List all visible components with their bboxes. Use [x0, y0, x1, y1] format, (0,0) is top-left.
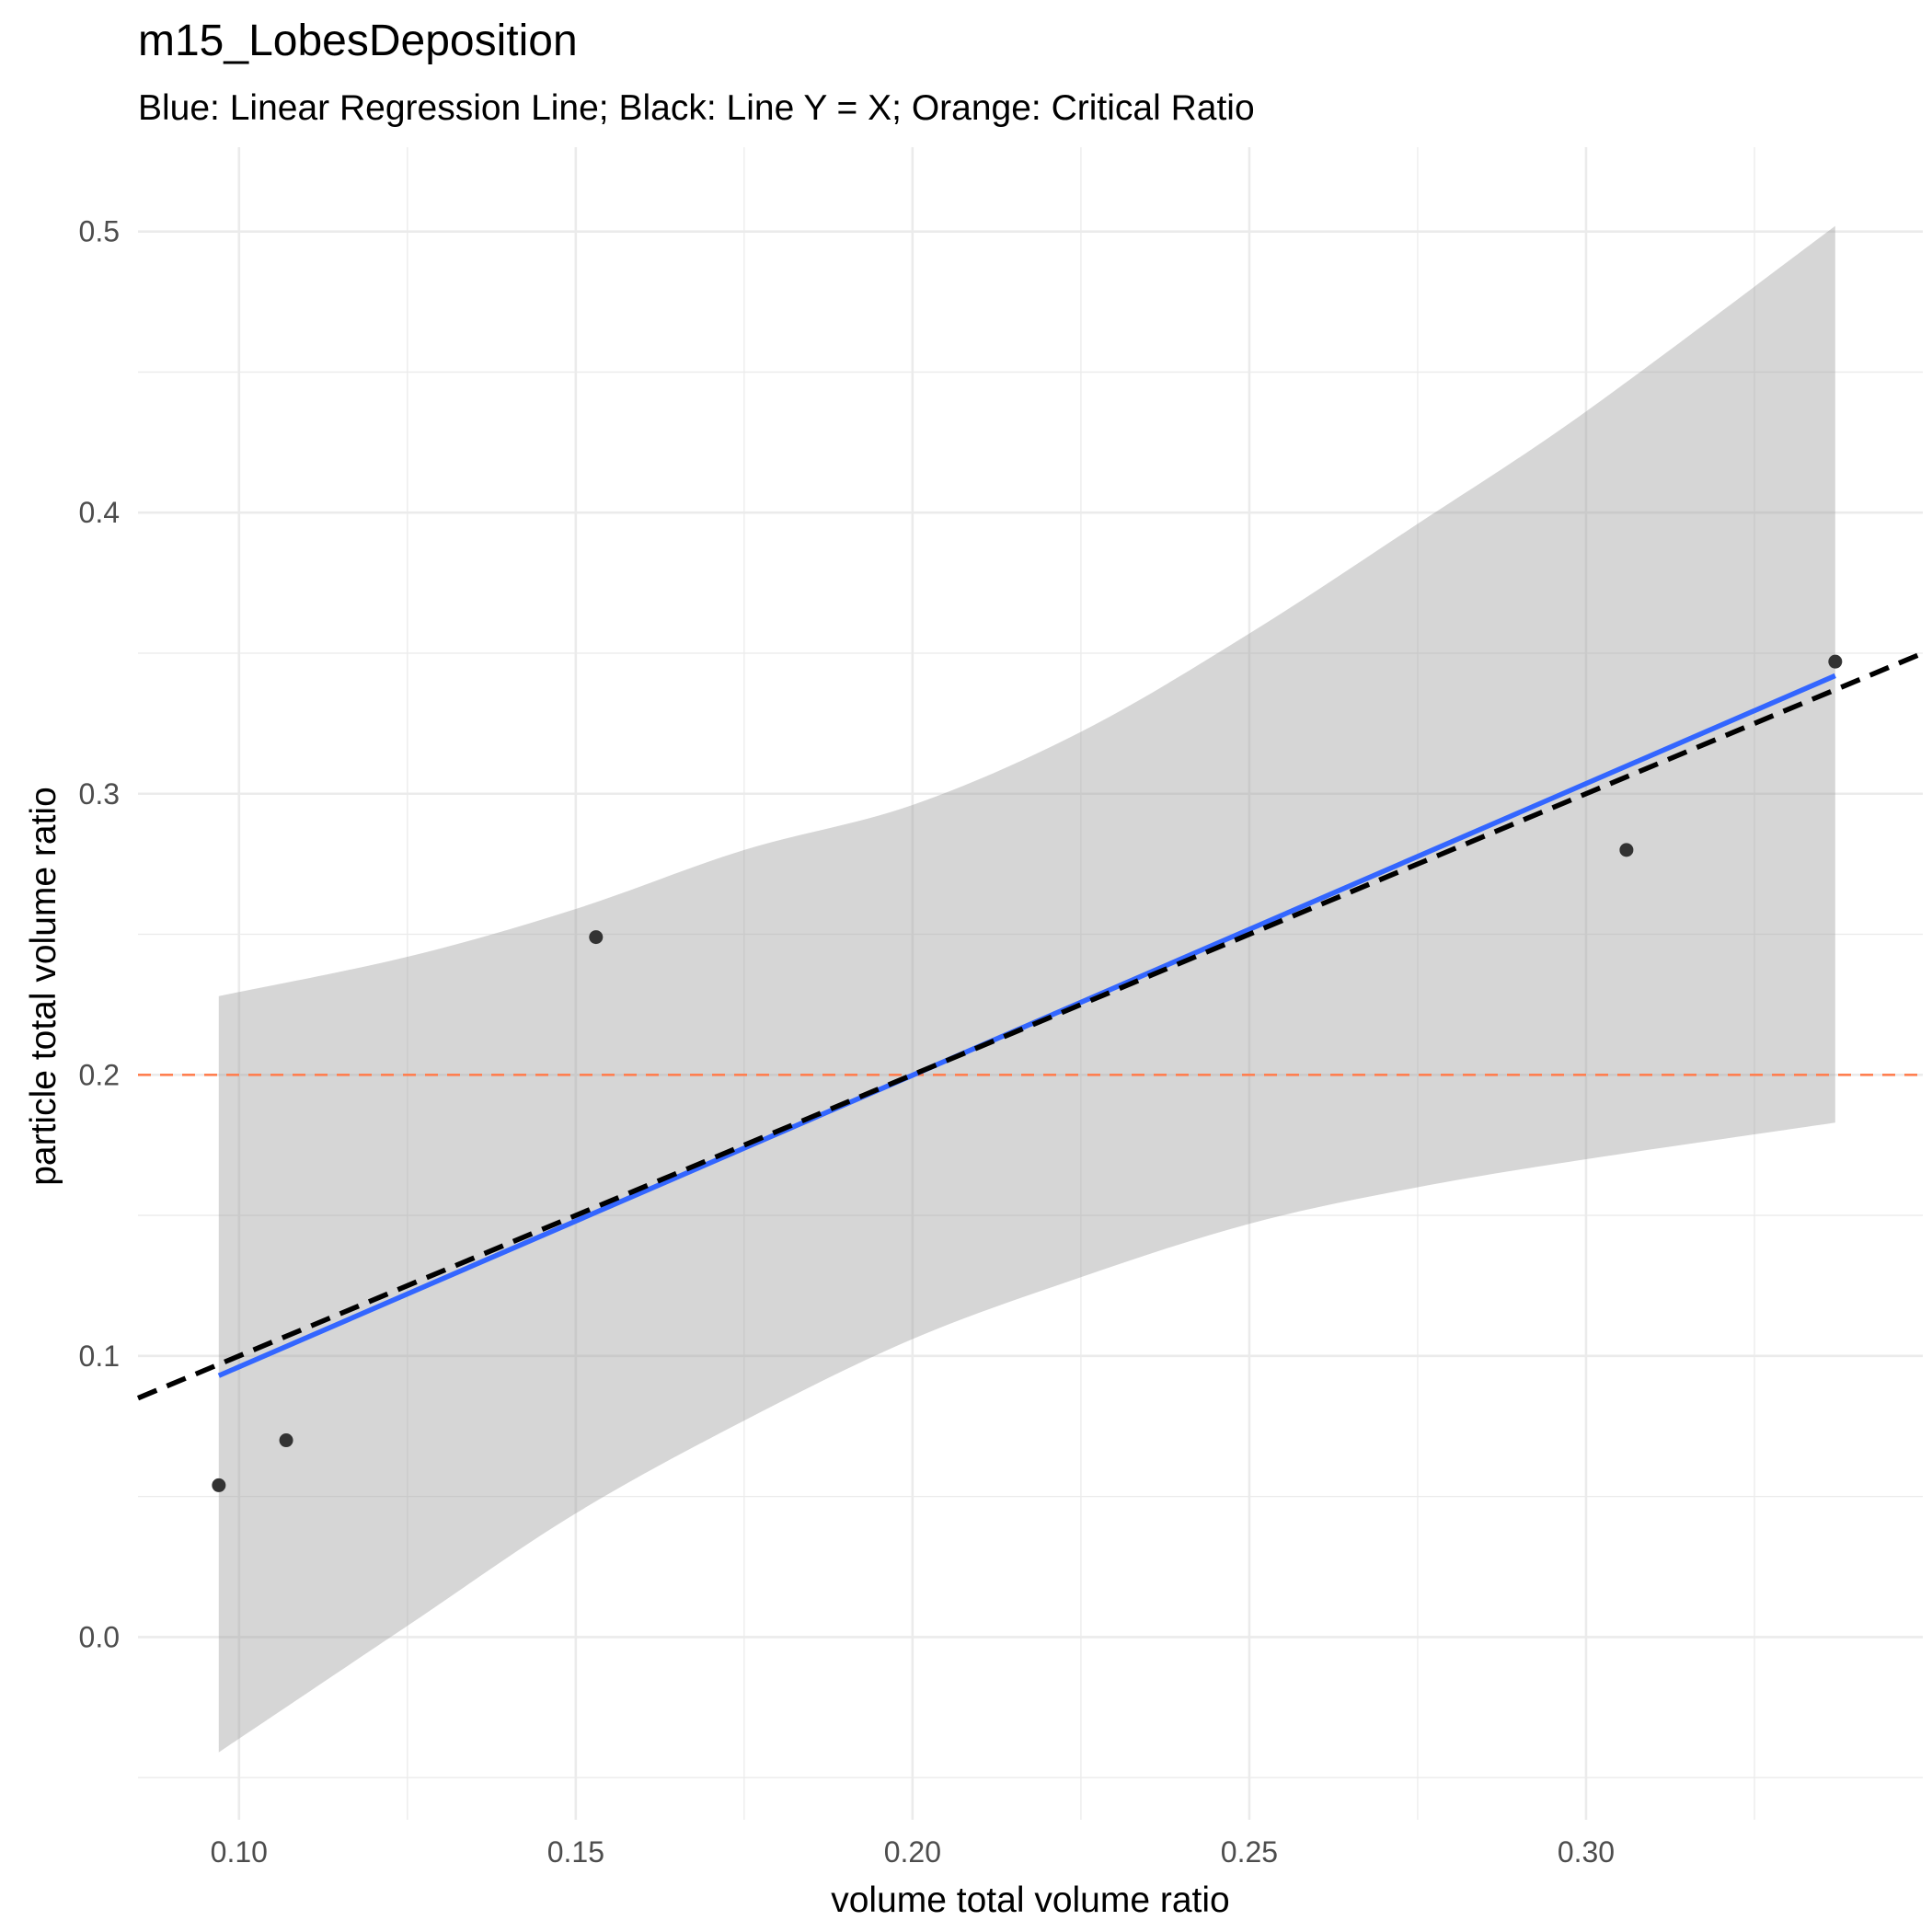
- y-tick-label: 0.1: [79, 1340, 120, 1373]
- x-axis-ticks: 0.10 0.15 0.20 0.25 0.30: [211, 1835, 1615, 1869]
- x-tick-label: 0.15: [547, 1835, 604, 1869]
- x-axis-title: volume total volume ratio: [831, 1880, 1230, 1920]
- confidence-band: [218, 225, 1835, 1753]
- data-point: [1828, 654, 1843, 669]
- chart-title: m15_LobesDeposition: [138, 17, 578, 65]
- regression-line: [217, 673, 1836, 1378]
- regression-layer: [217, 673, 1836, 1378]
- x-tick-label: 0.10: [211, 1835, 268, 1869]
- chart-subtitle: Blue: Linear Regression Line; Black: Lin…: [138, 88, 1255, 128]
- y-axis-title: particle total volume ratio: [24, 787, 63, 1186]
- confidence-band-layer: [218, 225, 1835, 1753]
- y-tick-label: 0.4: [79, 496, 120, 529]
- y-tick-label: 0.5: [79, 215, 120, 248]
- data-points: [212, 654, 1843, 1492]
- y-axis-ticks: 0.0 0.1 0.2 0.3 0.4 0.5: [79, 215, 120, 1654]
- data-point: [279, 1433, 293, 1448]
- data-point: [589, 930, 604, 945]
- data-point: [1619, 843, 1634, 857]
- data-point: [212, 1478, 226, 1492]
- x-tick-label: 0.25: [1221, 1835, 1278, 1869]
- x-tick-label: 0.20: [884, 1835, 941, 1869]
- x-tick-label: 0.30: [1558, 1835, 1615, 1869]
- grid: [138, 147, 1923, 1820]
- y-tick-label: 0.3: [79, 777, 120, 811]
- y-tick-label: 0.2: [79, 1058, 120, 1091]
- identity-layer: [136, 650, 1925, 1401]
- y-tick-label: 0.0: [79, 1620, 120, 1653]
- identity-line: [136, 650, 1925, 1401]
